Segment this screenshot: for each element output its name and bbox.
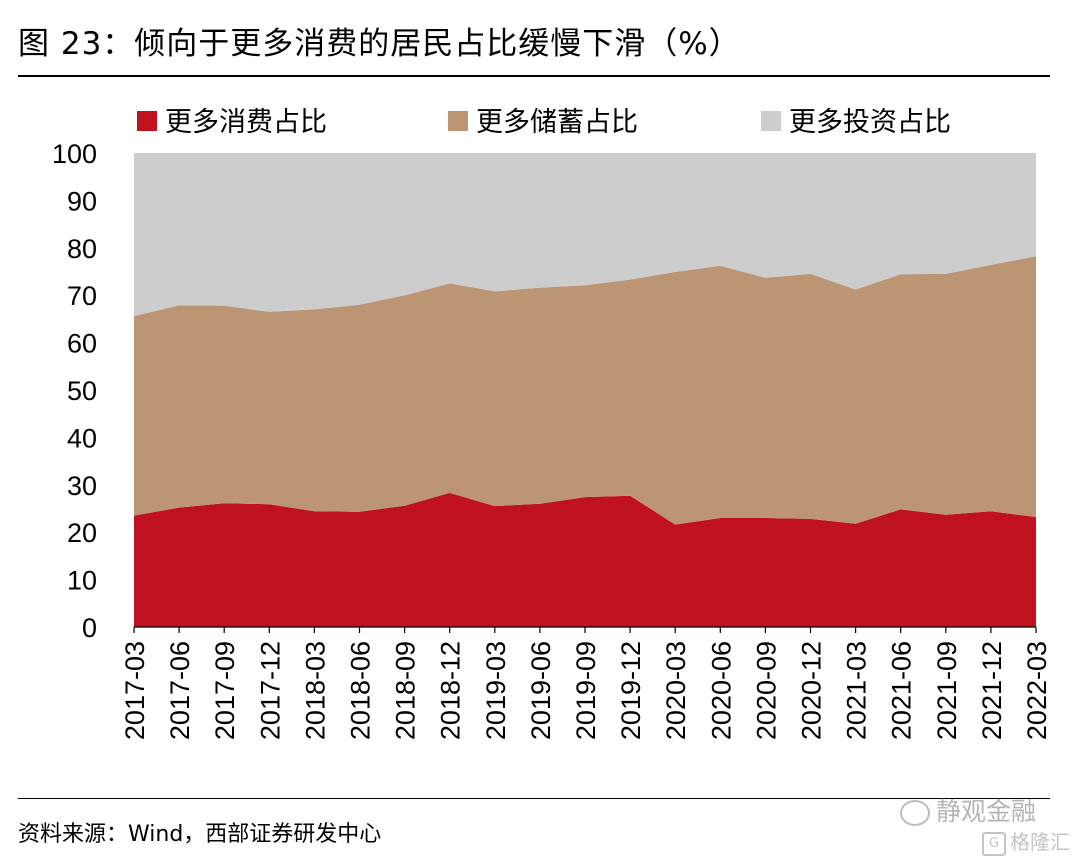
x-tick-label: 2021-09 <box>932 641 962 740</box>
x-tick-label: 2021-06 <box>887 641 917 740</box>
y-tick-label: 40 <box>67 423 97 453</box>
x-tick-label: 2019-12 <box>616 641 646 740</box>
legend-label-2: 更多储蓄占比 <box>476 107 638 137</box>
x-tick-label: 2018-09 <box>391 641 421 740</box>
legend-label-3: 更多投资占比 <box>789 107 951 137</box>
x-tick-label: 2020-06 <box>706 641 736 740</box>
y-tick-label: 60 <box>67 329 97 359</box>
x-tick-label: 2021-12 <box>977 641 1007 740</box>
y-tick-label: 70 <box>67 281 97 311</box>
chart-title: 图 23：倾向于更多消费的居民占比缓慢下滑（%） <box>18 26 741 62</box>
y-tick-label: 20 <box>67 518 97 548</box>
gelonghui-logo-icon: G <box>982 831 1006 856</box>
y-axis: 0 10 20 30 40 50 60 70 80 90 100 <box>52 139 97 643</box>
watermark-primary-text: 静观金融 <box>936 797 1037 826</box>
area-series-2 <box>134 256 1036 525</box>
x-tick-label: 2019-09 <box>571 641 601 740</box>
y-tick-label: 0 <box>82 613 97 643</box>
y-tick-label: 100 <box>52 139 97 169</box>
legend: 更多消费占比 更多储蓄占比 更多投资占比 <box>137 107 951 137</box>
x-tick-label: 2018-12 <box>436 641 466 740</box>
source-note: 资料来源：Wind，西部证券研发中心 <box>18 822 382 847</box>
x-tick-label: 2017-09 <box>210 641 240 740</box>
title-rule <box>18 75 1050 77</box>
y-tick-label: 50 <box>67 376 97 406</box>
y-tick-label: 10 <box>67 566 97 596</box>
y-tick-label: 90 <box>67 186 97 216</box>
x-tick-label: 2020-12 <box>797 641 827 740</box>
x-axis: 2017-03 2017-06 2017-09 2017-12 2018-03 2018-… <box>120 626 1052 740</box>
x-tick-label: 2017-06 <box>165 641 195 740</box>
wechat-icon <box>900 800 930 826</box>
watermark-wechat: 静观金融 <box>900 792 1036 828</box>
legend-label-1: 更多消费占比 <box>165 107 327 137</box>
watermark-secondary-text: 格隆汇 <box>1010 830 1070 854</box>
x-tick-label: 2018-03 <box>300 641 330 740</box>
legend-swatch-3 <box>761 111 781 131</box>
legend-swatch-1 <box>137 111 157 131</box>
x-tick-label: 2022-03 <box>1022 641 1052 740</box>
area-series-3 <box>134 153 1036 317</box>
y-tick-label: 80 <box>67 234 97 264</box>
x-tick-label: 2019-03 <box>481 641 511 740</box>
legend-swatch-2 <box>448 111 468 131</box>
x-tick-label: 2021-03 <box>842 641 872 740</box>
x-tick-label: 2019-06 <box>526 641 556 740</box>
x-tick-label: 2017-03 <box>120 641 150 740</box>
stacked-area-chart: 更多消费占比 更多储蓄占比 更多投资占比 0 10 20 30 40 50 60 70 80 90 10… <box>52 107 1052 740</box>
x-tick-label: 2018-06 <box>346 641 376 740</box>
x-tick-label: 2020-09 <box>751 641 781 740</box>
area-series-1 <box>134 492 1036 627</box>
x-tick-label: 2017-12 <box>255 641 285 740</box>
watermark-gelonghui: G 格隆汇 <box>982 826 1070 856</box>
y-tick-label: 30 <box>67 471 97 501</box>
x-tick-label: 2020-03 <box>661 641 691 740</box>
source-rule <box>18 798 1050 799</box>
plot-areas <box>134 153 1036 627</box>
